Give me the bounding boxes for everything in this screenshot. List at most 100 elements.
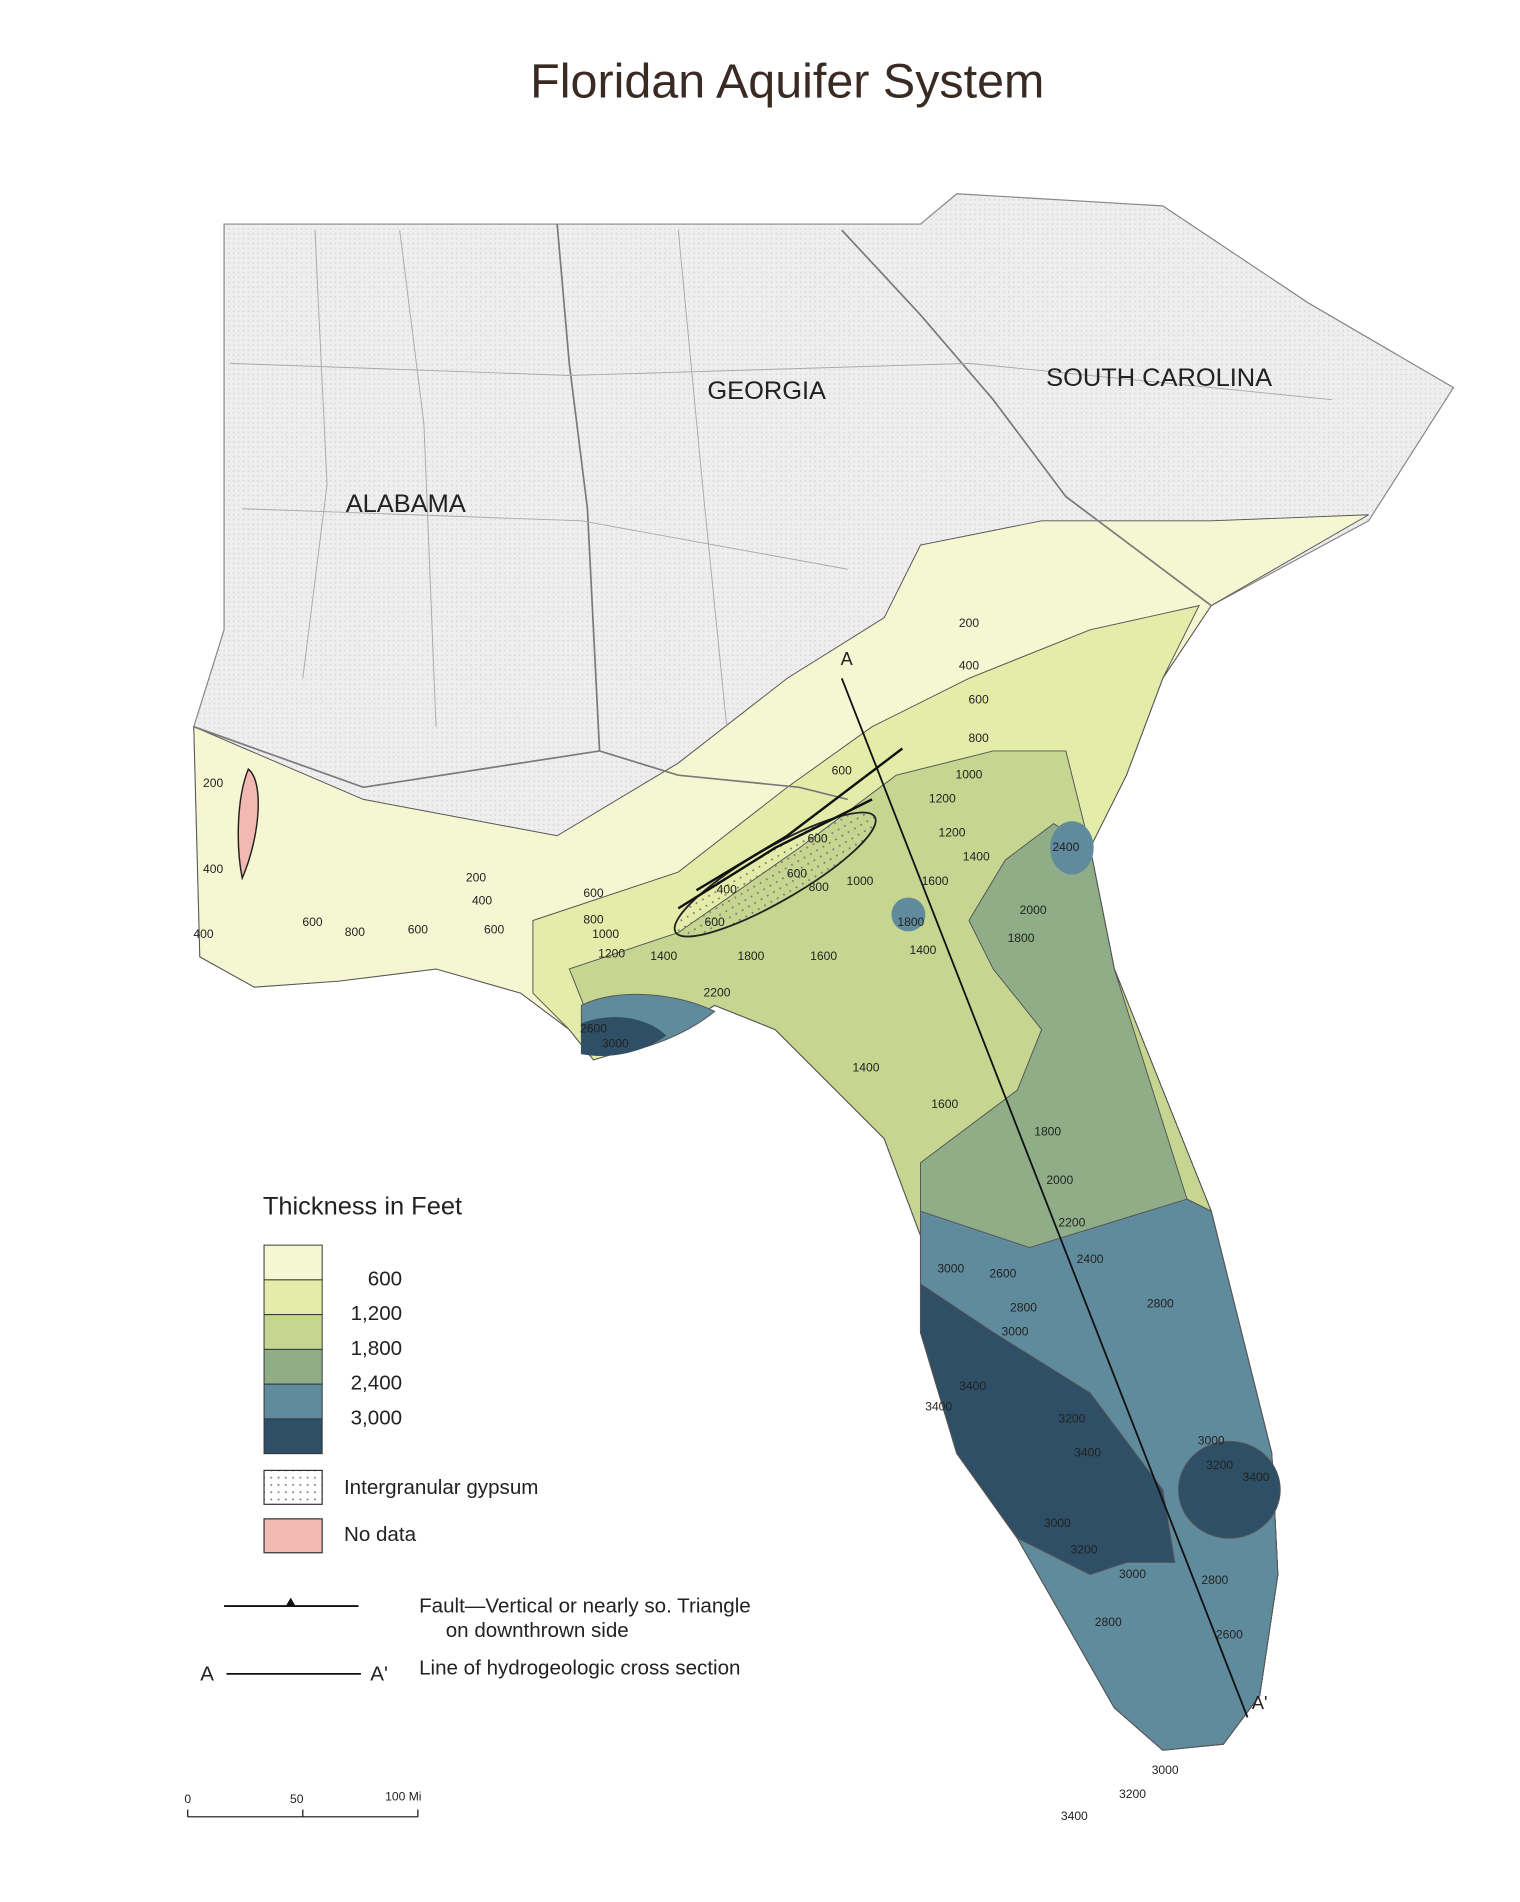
contour-label: 2800 [1010, 1300, 1037, 1314]
contour-label: 800 [583, 913, 603, 927]
contour-label: 1200 [939, 826, 966, 840]
thickness-zone [1178, 1440, 1281, 1539]
contour-label: 1400 [853, 1060, 880, 1074]
county-line [302, 230, 328, 679]
contour-label: 600 [302, 915, 322, 929]
contour-label: 800 [809, 880, 829, 894]
contour-label: 200 [203, 776, 223, 790]
legend-label: on downthrown side [446, 1619, 629, 1642]
contour-label: 1000 [955, 767, 982, 781]
legend-swatch [263, 1348, 323, 1385]
legend-label: Line of hydrogeologic cross section [419, 1656, 740, 1679]
contour-label: 3400 [1243, 1470, 1270, 1484]
state-label: GEORGIA [707, 377, 826, 405]
contour-label: 2800 [1201, 1573, 1228, 1587]
legend-swatch [263, 1244, 323, 1281]
contour-label: 1000 [846, 874, 873, 888]
legend-break-label: 1,200 [351, 1302, 403, 1325]
state-line [841, 229, 1212, 607]
state-line [556, 223, 601, 751]
scale-label: 100 Mi [385, 1790, 421, 1804]
contour-label: 1800 [1034, 1125, 1061, 1139]
contour-label: 200 [959, 616, 979, 630]
thickness-zone [1050, 821, 1094, 875]
contour-label: 400 [959, 658, 979, 672]
contour-label: 200 [466, 870, 486, 884]
contour-label: 1000 [592, 927, 619, 941]
contour-label: 600 [484, 922, 504, 936]
contour-label: 3400 [1074, 1446, 1101, 1460]
contour-label: 3000 [602, 1036, 629, 1050]
contour-label: 1400 [963, 850, 990, 864]
contour-label: 1400 [909, 943, 936, 957]
contour-label: 3000 [937, 1262, 964, 1276]
contour-label: 3400 [959, 1379, 986, 1393]
contour-label: 2400 [1052, 840, 1079, 854]
contour-label: 400 [193, 927, 213, 941]
thickness-zone [920, 1282, 1176, 1576]
legend-break-label: 3,000 [351, 1406, 403, 1429]
legend-break-label: 2,400 [351, 1372, 403, 1395]
title: Floridan Aquifer System [530, 55, 1044, 109]
contour-label: 2800 [1095, 1615, 1122, 1629]
contour-label: 600 [787, 867, 807, 881]
scale-label: 50 [290, 1792, 304, 1806]
section-end-label: A' [1252, 1693, 1268, 1713]
legend-label: Fault—Vertical or nearly so. Triangle [419, 1595, 751, 1618]
contour-label: 1400 [650, 949, 677, 963]
legend-fault-triangle [285, 1597, 296, 1607]
contour-label: 1200 [929, 792, 956, 806]
legend-break-label: 1,800 [351, 1337, 403, 1360]
thickness-zone [581, 1017, 667, 1057]
contour-label: 3400 [1061, 1809, 1088, 1823]
contour-label: 400 [203, 862, 223, 876]
contour-label: 600 [969, 692, 989, 706]
contour-label: 1800 [737, 949, 764, 963]
fault [695, 747, 904, 892]
contour-label: 1600 [810, 949, 837, 963]
contour-label: 3000 [1002, 1325, 1029, 1339]
contour-label: 800 [345, 925, 365, 939]
legend-swatch [263, 1383, 323, 1420]
scale-label: 0 [184, 1792, 191, 1806]
contour-label: 400 [472, 893, 492, 907]
contour-label: 3000 [1198, 1434, 1225, 1448]
contour-label: 3200 [1071, 1543, 1098, 1557]
legend-label: A' [370, 1663, 388, 1686]
legend-swatch [263, 1418, 323, 1455]
contour-label: 3200 [1206, 1458, 1233, 1472]
legend-swatch [263, 1314, 323, 1350]
contour-label: 2600 [1216, 1627, 1243, 1641]
legend-swatch [263, 1469, 323, 1505]
contour-label: 800 [969, 731, 989, 745]
contour-label: 3000 [1044, 1516, 1071, 1530]
contour-label: 3200 [1058, 1412, 1085, 1426]
contour-label: 1800 [897, 915, 924, 929]
legend-swatch [263, 1518, 323, 1554]
legend-label: Intergranular gypsum [344, 1476, 538, 1499]
cross-section-line [840, 677, 1249, 1718]
county-line [242, 508, 848, 570]
county-line [677, 230, 728, 727]
legend: Thickness in Feet Intergranular gypsum N… [200, 1192, 751, 1685]
contour-label: 1200 [598, 947, 625, 961]
legend-break-label: 600 [368, 1267, 402, 1290]
contour-label: 2000 [1020, 903, 1047, 917]
contour-label: 600 [408, 922, 428, 936]
state-label: SOUTH CAROLINA [1046, 364, 1272, 392]
boundaries [193, 223, 1333, 801]
contour-label: 600 [704, 915, 724, 929]
state-line [193, 725, 849, 801]
legend-swatch [263, 1279, 323, 1316]
contour-label: 3400 [925, 1400, 952, 1414]
contour-label: 1600 [931, 1097, 958, 1111]
contour-label: 1600 [922, 874, 949, 888]
contour-label: 3000 [1119, 1567, 1146, 1581]
thickness-zones [193, 514, 1369, 1751]
contour-label: 600 [583, 886, 603, 900]
contour-label: 1800 [1008, 931, 1035, 945]
scale-bar: 0 50 100 Mi [184, 1790, 422, 1818]
